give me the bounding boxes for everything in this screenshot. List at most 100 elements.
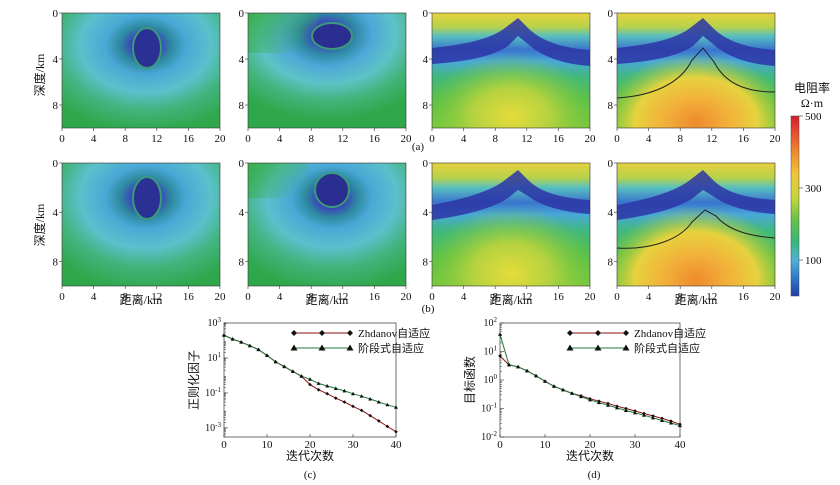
data-point (525, 368, 529, 373)
x-tick-label: 40 (391, 439, 403, 451)
x-tick-label: 8 (492, 291, 498, 303)
y-tick-label: 8 (608, 256, 614, 268)
y-tick-label: 4 (239, 207, 245, 219)
caption-c: (c) (304, 469, 317, 481)
data-point (642, 413, 646, 417)
legend-label: Zhdanov自适应 (358, 326, 430, 340)
x-tick-label: 16 (183, 291, 195, 303)
data-point (342, 388, 347, 393)
x-tick-label: 12 (151, 291, 162, 303)
x-tick-label: 20 (770, 133, 782, 145)
data-point (247, 343, 252, 348)
x-tick-label: 20 (585, 291, 597, 303)
y-tick-label: 101 (484, 345, 498, 358)
y-tick-label: 8 (423, 256, 429, 268)
y-tick-label: 10-3 (205, 421, 221, 434)
colorbar-tick-label: 300 (805, 183, 822, 195)
x-tick-label: 4 (461, 291, 467, 303)
caption-d: (d) (588, 469, 601, 481)
x-tick-label: 20 (770, 291, 782, 303)
colorbar-title: 电阻率 (794, 80, 830, 95)
data-point (651, 415, 655, 420)
x-tick-label: 16 (369, 133, 381, 145)
x-tick-label: 12 (337, 133, 348, 145)
data-point (308, 377, 312, 381)
data-point (342, 400, 347, 404)
y-tick-label: 4 (608, 207, 614, 219)
x-tick-label: 20 (401, 133, 413, 145)
row-a (62, 13, 776, 128)
colorbar-gradient (790, 115, 800, 297)
y-tick-label: 4 (423, 54, 429, 66)
section-panel-a4 (616, 13, 776, 128)
x-tick-label: 20 (215, 291, 227, 303)
y-axis-label: 正则化因子 (187, 350, 201, 410)
section-axes: 0 4 8 12 16 20 0 4 8 0 4 8 12 16 20 0 4 8 0 4 8 12 16 20 0 4 8 0 4 8 1… (53, 8, 782, 303)
data-point (552, 384, 556, 388)
section-panel-a3 (432, 13, 590, 128)
x-tick-label: 0 (245, 291, 251, 303)
data-point (316, 381, 321, 385)
data-point (624, 408, 628, 413)
panel-frame (247, 12, 407, 129)
colorbar-tick-label: 100 (805, 255, 822, 267)
x-tick-label: 4 (91, 133, 97, 145)
caption-b: (b) (422, 303, 435, 315)
y-tick-label: 10-2 (481, 430, 497, 443)
data-point (385, 402, 390, 407)
section-panel-b1 (62, 163, 220, 286)
x-tick-label: 20 (305, 439, 317, 451)
legend-marker (595, 330, 601, 336)
legend-marker (290, 344, 298, 351)
legend-label: Zhdanov自适应 (634, 326, 706, 340)
panel-frame (61, 162, 221, 287)
data-point (678, 423, 682, 428)
chart-c: 103 101 10-1 10-30 10 20 30 40 迭代次数 正则化因子 Zhdanov自… (187, 316, 430, 463)
x-tick-label: 16 (553, 291, 565, 303)
data-point (385, 424, 390, 429)
y-tick-label: 8 (608, 100, 614, 112)
data-point (633, 410, 637, 415)
data-point (394, 429, 398, 434)
legend-marker (622, 344, 630, 351)
x-tick-label: 12 (706, 133, 717, 145)
x-tick-label: 20 (585, 133, 597, 145)
section-panel-a1 (62, 13, 220, 128)
data-point (308, 382, 312, 387)
y-tick-label: 8 (423, 100, 429, 112)
legend-marker (347, 330, 353, 336)
data-point (359, 394, 364, 398)
x-tick-label: 20 (585, 439, 597, 451)
x-tick-label: 30 (630, 439, 642, 451)
data-point (316, 388, 321, 392)
x-tick-label: 10 (262, 439, 274, 451)
y-tick-label: 8 (239, 100, 245, 112)
caption-a: (a) (412, 141, 425, 153)
x-tick-label: 0 (429, 133, 435, 145)
legend-label: 阶段式自适应 (634, 341, 700, 355)
x-tick-label: 16 (738, 291, 750, 303)
data-point (325, 383, 330, 388)
x-tick-label: 16 (738, 133, 750, 145)
x-tick-label: 0 (221, 439, 227, 451)
y-tick-label: 8 (53, 100, 59, 112)
y-tick-label: 0 (53, 158, 59, 170)
data-point (516, 364, 520, 369)
panel-frame (431, 162, 591, 287)
y-tick-label: 0 (423, 8, 429, 20)
section-panel-a2 (248, 13, 406, 128)
panel-frame (616, 162, 776, 287)
chart-d: 102 101 100 10-1 10-20 10 20 30 40 迭代次数 目标函数 Zhdano… (462, 316, 706, 463)
x-tick-label: 10 (540, 439, 552, 451)
data-point (660, 418, 664, 422)
x-tick-label: 16 (553, 133, 565, 145)
data-point (230, 337, 235, 341)
data-point (534, 373, 538, 378)
data-point (498, 332, 502, 336)
data-point (333, 386, 338, 390)
colorbar-unit: Ω·m (801, 96, 824, 110)
distance-axis-label-1: 距离/km (120, 292, 163, 307)
y-tick-label: 10-1 (205, 386, 221, 399)
y-tick-label: 4 (53, 54, 59, 66)
